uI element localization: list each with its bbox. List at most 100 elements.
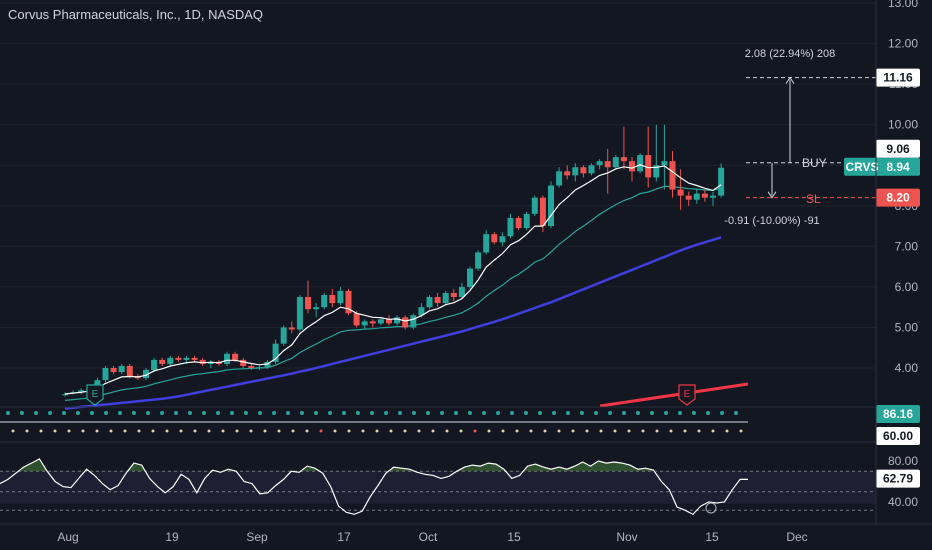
rsi-tick-label: 40.00 bbox=[888, 495, 918, 509]
candle-body bbox=[296, 297, 303, 330]
candle-body bbox=[515, 217, 522, 229]
candle-body bbox=[693, 193, 700, 200]
signal-dot-lower bbox=[445, 429, 449, 433]
candle-body bbox=[78, 390, 85, 393]
rsi-value-badge-bg bbox=[876, 469, 920, 488]
signal-dot-upper bbox=[202, 411, 206, 415]
signal-dot-upper bbox=[300, 411, 304, 415]
signal-dot-lower bbox=[431, 429, 435, 433]
signal-dot-lower bbox=[389, 429, 393, 433]
target-text: 2.08 (22.94%) 208 bbox=[745, 48, 836, 60]
signal-dot-upper bbox=[706, 411, 710, 415]
candle-body bbox=[612, 157, 619, 168]
signal-dot-lower bbox=[613, 429, 617, 433]
candle-body bbox=[102, 368, 109, 381]
signal-dot-lower bbox=[53, 429, 57, 433]
signal-dot-lower bbox=[669, 429, 673, 433]
signal-dot-upper bbox=[132, 411, 136, 415]
target-price-badge-bg bbox=[876, 68, 920, 87]
target-price-badge: 11.16 bbox=[876, 68, 920, 87]
candle-body bbox=[539, 197, 546, 227]
time-tick-label: Nov bbox=[616, 530, 637, 544]
candle-body bbox=[718, 167, 725, 196]
price-axis: 4.005.006.007.008.009.0010.0011.0012.001… bbox=[888, 0, 918, 375]
time-tick-label: 19 bbox=[165, 530, 179, 544]
signal-dot-upper bbox=[692, 411, 696, 415]
last-price-badge-bg bbox=[876, 157, 920, 176]
candle-body bbox=[450, 292, 457, 298]
candle-body bbox=[467, 268, 473, 287]
signal-dot-upper bbox=[286, 411, 290, 415]
candle-body bbox=[548, 185, 554, 227]
candle-body bbox=[620, 157, 627, 162]
candle-body bbox=[596, 161, 603, 166]
candle-body bbox=[386, 319, 392, 324]
signal-dot-lower bbox=[529, 429, 533, 433]
candle-body bbox=[94, 380, 101, 389]
candle-body bbox=[685, 195, 692, 200]
signal-dot-lower bbox=[403, 429, 407, 433]
dots-pane bbox=[0, 406, 876, 433]
rsi-value-badge: 62.79 bbox=[876, 469, 920, 488]
signal-dot-lower bbox=[347, 429, 351, 433]
signal-dot-lower bbox=[123, 429, 127, 433]
candle-body bbox=[126, 365, 133, 377]
signal-dot-upper bbox=[482, 411, 486, 415]
candle-body bbox=[232, 353, 239, 360]
dots-value-badge: 86.16 bbox=[876, 405, 920, 423]
time-tick-label: 17 bbox=[337, 530, 351, 544]
signal-dot-lower bbox=[151, 429, 155, 433]
candle-body bbox=[710, 195, 716, 198]
candle-body bbox=[143, 370, 149, 379]
signal-dot-lower bbox=[333, 429, 337, 433]
signal-dot-lower bbox=[515, 429, 519, 433]
candle-body bbox=[369, 321, 376, 324]
signal-dot-upper bbox=[342, 411, 346, 415]
signal-dot-upper bbox=[160, 411, 164, 415]
signal-dot-lower bbox=[25, 429, 29, 433]
signal-dot-lower bbox=[11, 429, 15, 433]
rsi-line bbox=[0, 458, 748, 516]
candle-body bbox=[280, 327, 287, 344]
candle-body bbox=[458, 286, 465, 298]
ema-short-line bbox=[64, 164, 722, 395]
signal-dot-upper bbox=[678, 411, 682, 415]
candle-body bbox=[321, 295, 328, 308]
signal-dot-upper bbox=[48, 411, 52, 415]
signal-dot-upper bbox=[6, 411, 10, 415]
signal-dot-upper bbox=[244, 411, 248, 415]
signal-dot-lower bbox=[235, 429, 239, 433]
signal-dot-lower bbox=[473, 429, 477, 433]
signal-dot-lower bbox=[557, 429, 561, 433]
candle-body bbox=[224, 353, 230, 364]
signal-dot-upper bbox=[594, 411, 598, 415]
candle-body bbox=[240, 359, 247, 366]
signal-dot-lower bbox=[277, 429, 281, 433]
signal-dot-lower bbox=[599, 429, 603, 433]
candle-body bbox=[183, 357, 190, 360]
price-tick-label: 7.00 bbox=[895, 239, 919, 253]
candle-body bbox=[402, 317, 409, 328]
candle-body bbox=[653, 165, 660, 178]
earnings-marker: E bbox=[678, 384, 696, 406]
candle-body bbox=[248, 365, 255, 368]
candle-body bbox=[669, 161, 676, 190]
signal-dot-upper bbox=[62, 411, 66, 415]
signal-dot-lower bbox=[221, 429, 225, 433]
signal-dot-lower bbox=[361, 429, 365, 433]
signal-dot-upper bbox=[76, 411, 80, 415]
signal-dot-lower bbox=[501, 429, 505, 433]
dots-value-badge-bg bbox=[876, 405, 920, 423]
risk-text: -0.91 (-10.00%) -91 bbox=[724, 215, 819, 227]
time-axis: Aug 19 Sep 17 Oct 15 Nov 15 Dec bbox=[0, 523, 932, 544]
signal-dot-upper bbox=[398, 411, 402, 415]
signal-dot-upper bbox=[188, 411, 192, 415]
time-tick-label: Oct bbox=[419, 530, 438, 544]
signal-dot-lower bbox=[487, 429, 491, 433]
rsi-marker bbox=[705, 502, 717, 514]
earnings-icon bbox=[86, 384, 104, 406]
earnings-label: E bbox=[92, 389, 99, 400]
candle-body bbox=[580, 167, 587, 174]
signal-dot-upper bbox=[524, 411, 528, 415]
